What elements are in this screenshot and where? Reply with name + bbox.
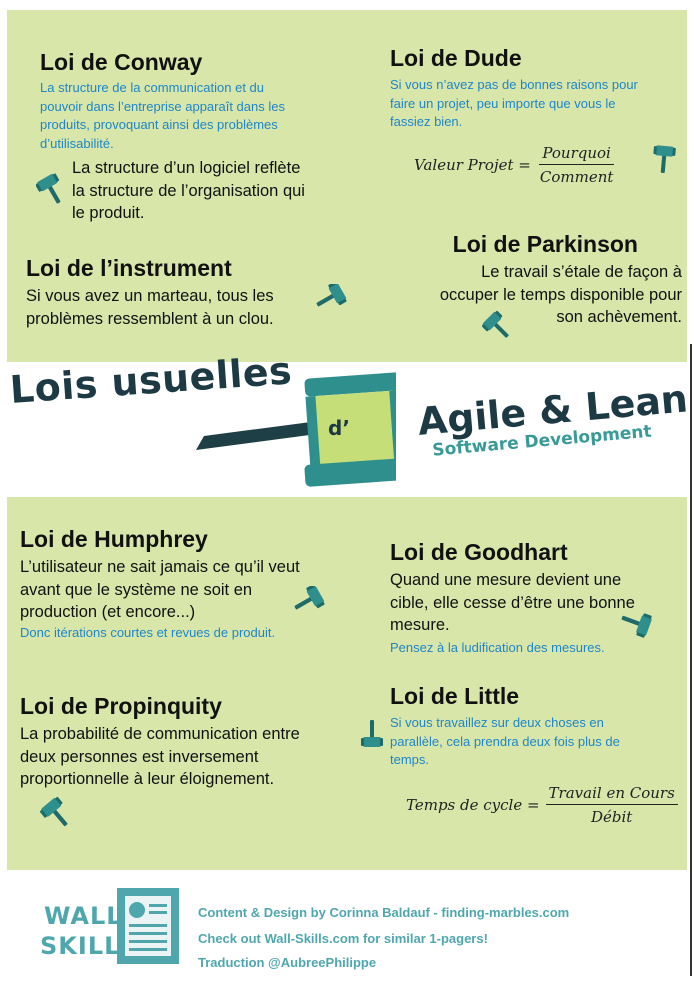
law-humphrey: Loi de Humphrey L’utilisateur ne sait ja… (20, 526, 360, 643)
law-instrument-text: Si vous avez un marteau, tous les (26, 287, 274, 306)
little-formula: Temps de cycle = Travail en Cours Débit (406, 784, 678, 826)
top-panel (7, 10, 687, 362)
law-conway-text: La structure d’un logiciel reflète (72, 159, 301, 178)
law-humphrey-text: L’utilisateur ne sait jamais ce qu’il ve… (20, 558, 300, 577)
footer-credit: Content & Design by Corinna Baldauf - fi… (198, 905, 570, 920)
edge-line (690, 344, 692, 976)
law-little-title: Loi de Little (390, 683, 520, 709)
law-conway-title: Loi de Conway (40, 49, 203, 75)
document-icon (117, 888, 179, 964)
law-parkinson: Loi de Parkinson Le travail s’étale de f… (380, 231, 682, 329)
big-gavel-icon (196, 372, 396, 487)
law-instrument-title: Loi de l’instrument (26, 255, 232, 281)
banner-title-right: Agile & Lean Software Development (416, 376, 691, 461)
footer-link: Check out Wall-Skills.com for similar 1-… (198, 931, 488, 946)
law-little: Loi de Little Si vous travaillez sur deu… (390, 683, 690, 770)
gavel-label: d’ (328, 416, 350, 440)
law-dude: Loi de Dude Si vous n’avez pas de bonnes… (390, 45, 690, 132)
gavel-icon (361, 720, 383, 747)
footer-translation: Traduction @AubreePhilippe (198, 955, 377, 970)
gavel-icon (482, 310, 512, 342)
gavel-icon (36, 172, 66, 206)
law-conway: Loi de Conway La structure de la communi… (40, 49, 360, 225)
law-little-note: Si vous travaillez sur deux choses en (390, 715, 604, 731)
gavel-icon (652, 145, 676, 174)
law-goodhart-text: Quand une mesure devient une (390, 571, 622, 590)
law-conway-note: La structure de la communication et du (40, 80, 265, 96)
gavel-icon (314, 284, 348, 310)
law-propinquity-title: Loi de Propinquity (20, 693, 222, 719)
law-propinquity: Loi de Propinquity La probabilité de com… (20, 693, 360, 791)
dude-formula: Valeur Projet = Pourquoi Comment (414, 144, 614, 186)
law-goodhart-title: Loi de Goodhart (390, 539, 568, 565)
law-parkinson-title: Loi de Parkinson (452, 231, 638, 257)
gavel-icon (40, 796, 72, 830)
gavel-icon (620, 608, 653, 638)
gavel-icon (292, 586, 326, 614)
law-humphrey-note: Donc itérations courtes et revues de pro… (20, 625, 276, 641)
law-dude-note: Si vous n’avez pas de bonnes raisons pou… (390, 77, 638, 93)
law-goodhart: Loi de Goodhart Quand une mesure devient… (390, 539, 690, 658)
law-instrument: Loi de l’instrument Si vous avez un mart… (26, 255, 346, 330)
law-humphrey-title: Loi de Humphrey (20, 526, 208, 552)
law-propinquity-text: La probabilité de communication entre (20, 725, 300, 744)
law-goodhart-note: Pensez à la ludification des mesures. (390, 640, 605, 656)
law-dude-title: Loi de Dude (390, 45, 522, 71)
bottom-panel (7, 497, 687, 870)
law-parkinson-text: Le travail s’étale de façon à (481, 263, 682, 282)
